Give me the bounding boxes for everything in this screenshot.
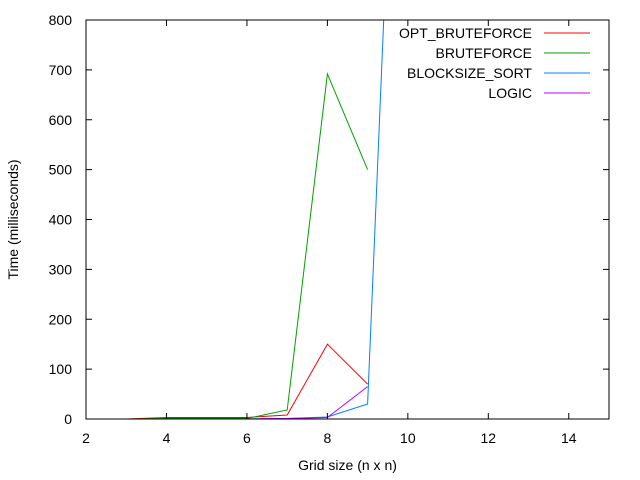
x-tick-label: 10	[400, 430, 416, 446]
x-tick-label: 6	[243, 430, 251, 446]
y-tick-label: 200	[49, 311, 73, 327]
x-tick-label: 2	[82, 430, 90, 446]
y-axis-label: Time (milliseconds)	[5, 159, 21, 279]
y-tick-label: 800	[49, 12, 73, 28]
ticks-layer: 2 4 6 8 10 12 14 0 100 200 300 400 500 600 700 800	[49, 12, 609, 446]
y-tick-label: 0	[64, 411, 72, 427]
x-tick-label: 12	[481, 430, 497, 446]
x-axis-label: Grid size (n x n)	[298, 457, 397, 473]
series-line-opt-bruteforce	[86, 343, 368, 419]
legend-label: BLOCKSIZE_SORT	[407, 65, 532, 81]
x-tick-label: 14	[561, 430, 577, 446]
legend: OPT_BRUTEFORCE BRUTEFORCE BLOCKSIZE_SORT LO…	[399, 25, 590, 101]
y-tick-label: 600	[49, 112, 73, 128]
y-tick-label: 700	[49, 62, 73, 78]
legend-label: LOGIC	[488, 85, 532, 101]
series-line-bruteforce	[86, 71, 369, 419]
series-line-blocksize-sort	[86, 20, 385, 419]
x-tick-label: 4	[163, 430, 171, 446]
y-tick-label: 500	[49, 162, 73, 178]
y-tick-label: 300	[49, 261, 73, 277]
y-tick-label: 100	[49, 361, 73, 377]
series-layer	[86, 20, 385, 419]
legend-label: OPT_BRUTEFORCE	[399, 25, 532, 41]
y-tick-label: 400	[49, 212, 73, 228]
x-tick-label: 8	[323, 430, 331, 446]
legend-label: BRUTEFORCE	[436, 45, 532, 61]
series-line-logic	[86, 386, 368, 419]
